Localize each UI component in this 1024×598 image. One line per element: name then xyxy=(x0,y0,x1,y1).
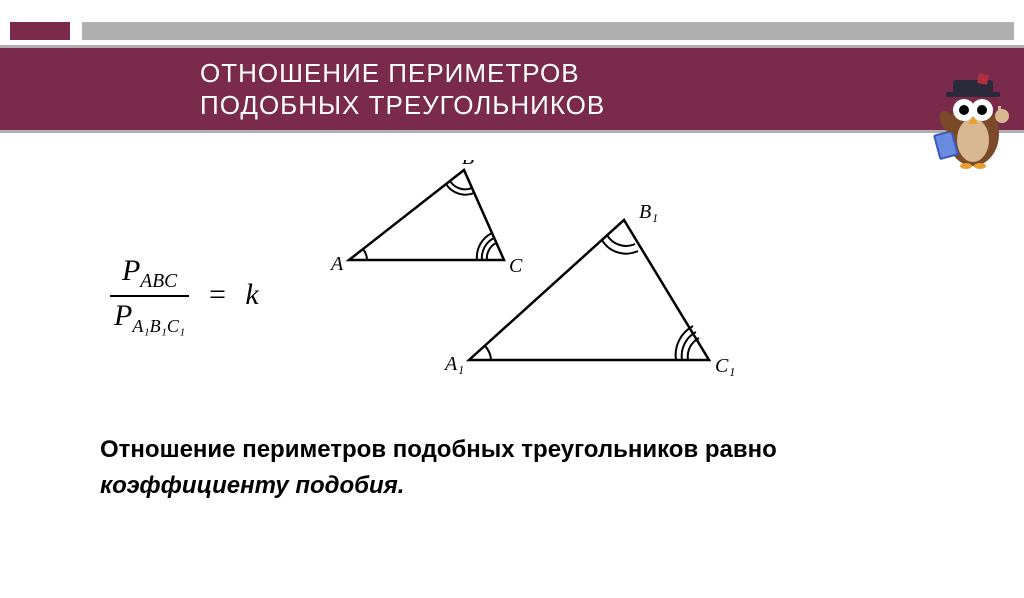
triangle-large: A₁ B₁ C₁ xyxy=(443,201,735,377)
label-B1: B₁ xyxy=(639,201,658,223)
equals-sign: = xyxy=(207,278,227,312)
slide-title: ОТНОШЕНИЕ ПЕРИМЕТРОВ ПОДОБНЫХ ТРЕУГОЛЬНИ… xyxy=(200,57,605,122)
title-band: ОТНОШЕНИЕ ПЕРИМЕТРОВ ПОДОБНЫХ ТРЕУГОЛЬНИ… xyxy=(0,48,1024,130)
label-A1: A₁ xyxy=(443,353,464,375)
accent-bar-left xyxy=(10,22,70,40)
denominator: PA₁B₁C₁ xyxy=(110,299,189,337)
content-area: PABC PA₁B₁C₁ = k A xyxy=(0,130,1024,390)
theorem-part1: Отношение периметров подобных треугольни… xyxy=(100,436,777,463)
coefficient-k: k xyxy=(245,278,258,312)
accent-bar-right xyxy=(82,22,1014,40)
triangle-small: A B C xyxy=(329,160,523,277)
numerator: PABC xyxy=(118,254,181,293)
fraction: PABC PA₁B₁C₁ xyxy=(110,254,189,337)
title-line-1: ОТНОШЕНИЕ ПЕРИМЕТРОВ xyxy=(200,58,580,88)
theorem-part2: коэффициенту подобия. xyxy=(100,472,404,499)
fraction-bar xyxy=(110,295,189,297)
theorem-text: Отношение периметров подобных треугольни… xyxy=(100,432,964,504)
label-C1: C₁ xyxy=(715,355,735,377)
label-A: A xyxy=(329,253,344,275)
triangle-svg: A B C A₁ B₁ C₁ xyxy=(259,160,779,390)
label-B: B xyxy=(462,160,474,169)
label-C: C xyxy=(509,255,523,277)
perimeter-ratio-formula: PABC PA₁B₁C₁ = k xyxy=(110,200,259,390)
header-accent-bars xyxy=(0,22,1024,40)
triangles-diagram: A B C A₁ B₁ C₁ xyxy=(259,160,964,390)
title-line-2: ПОДОБНЫХ ТРЕУГОЛЬНИКОВ xyxy=(200,90,605,120)
